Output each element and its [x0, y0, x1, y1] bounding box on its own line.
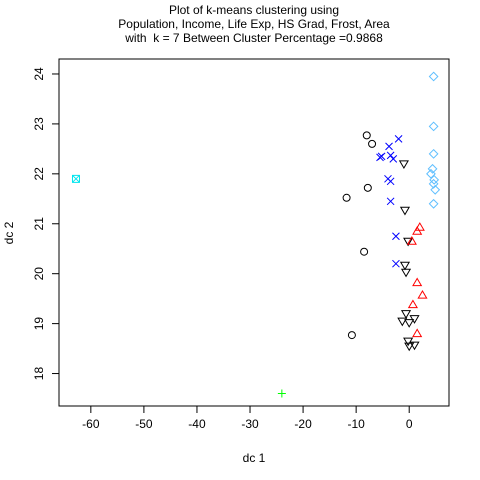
x-axis: -60 -50 -40 -30 -20 -10 0 [82, 405, 413, 431]
data-point-triangle-up [412, 277, 423, 287]
data-point-x [377, 152, 386, 161]
data-point-square-x [71, 174, 80, 183]
data-point-diamond [428, 198, 439, 209]
y-tick-label: 23 [32, 117, 46, 131]
data-point-triangle-down [409, 341, 420, 351]
data-point-circle [368, 139, 377, 148]
data-point-diamond [428, 121, 439, 132]
x-tick-label: -50 [135, 417, 153, 431]
data-point-x [385, 142, 393, 151]
data-point-triangle-down [399, 206, 411, 216]
data-point-x [386, 177, 395, 186]
chart-title-line-1: Plot of k-means clustering using [169, 3, 339, 17]
data-point-triangle-down [403, 237, 414, 247]
data-point-triangle-down [400, 268, 412, 278]
data-point-x [389, 155, 398, 163]
chart-title-line-3: with k = 7 Between Cluster Percentage =0… [124, 31, 383, 45]
data-point-x [392, 232, 400, 241]
data-point-diamond [428, 178, 439, 189]
data-point-triangle-down [398, 160, 409, 170]
data-point-plus [277, 389, 286, 398]
chart-title-line-2: Population, Income, Life Exp, HS Grad, F… [118, 17, 390, 31]
plot-frame [58, 58, 450, 407]
x-tick-label: -30 [241, 417, 259, 431]
data-point-triangle-up [414, 222, 425, 231]
data-point-x [386, 151, 395, 160]
data-point-triangle-down [404, 319, 415, 328]
x-axis-label: dc 1 [243, 451, 266, 465]
data-point-circle [360, 247, 369, 256]
x-tick-label: -10 [347, 417, 365, 431]
y-tick-label: 19 [32, 317, 46, 331]
data-point-triangle-up [406, 236, 417, 245]
data-point-x [394, 135, 403, 143]
data-point-circle [342, 193, 351, 202]
data-point-triangle-down [399, 261, 411, 271]
data-point-diamond [430, 184, 441, 195]
data-points [71, 71, 441, 398]
data-point-triangle-down [404, 342, 415, 352]
y-tick-label: 18 [32, 367, 46, 381]
x-tick-label: -20 [294, 417, 312, 431]
data-point-diamond [428, 71, 439, 82]
y-axis: 18 19 20 21 22 23 24 [32, 67, 60, 381]
y-tick-label: 24 [32, 67, 46, 81]
data-point-triangle-down [397, 317, 408, 327]
data-point-triangle-down [409, 315, 420, 324]
data-point-circle [362, 131, 371, 140]
data-point-x [386, 197, 395, 206]
y-tick-label: 20 [32, 267, 46, 281]
data-point-triangle-down [400, 310, 412, 319]
data-point-circle [363, 183, 372, 192]
x-tick-label: -60 [82, 417, 100, 431]
y-axis-label: dc 2 [2, 221, 16, 244]
data-point-triangle-up [407, 299, 418, 309]
data-point-triangle-up [412, 328, 423, 338]
x-tick-label: -40 [188, 417, 206, 431]
data-point-triangle-up [412, 226, 423, 235]
data-point-diamond [428, 148, 439, 159]
y-tick-label: 21 [32, 217, 46, 231]
data-point-triangle-up [417, 289, 428, 299]
data-point-diamond [429, 174, 440, 185]
y-tick-label: 22 [32, 167, 46, 181]
x-tick-label: 0 [406, 417, 413, 431]
data-point-circle [347, 331, 356, 340]
data-point-x [392, 259, 400, 268]
data-point-diamond [426, 168, 436, 179]
data-point-diamond [427, 163, 438, 174]
